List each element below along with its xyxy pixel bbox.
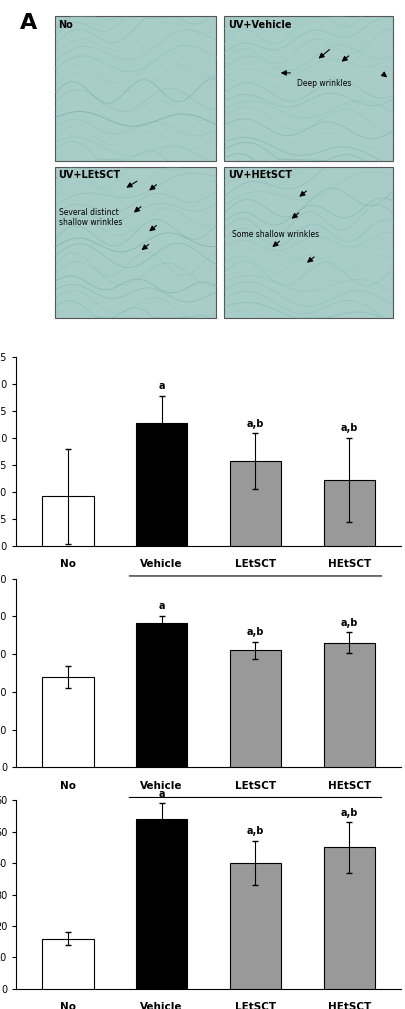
Text: HEtSCT: HEtSCT	[328, 1002, 371, 1009]
Bar	[324, 480, 375, 546]
Text: a,b: a,b	[341, 807, 358, 817]
Text: No: No	[60, 1002, 76, 1009]
Bar	[136, 423, 188, 546]
Text: a,b: a,b	[341, 424, 358, 433]
Text: UV+HEtSCT: UV+HEtSCT	[228, 171, 292, 181]
Bar	[42, 496, 94, 546]
Text: LEtSCT: LEtSCT	[235, 559, 276, 569]
Bar	[42, 938, 94, 989]
Text: LEtSCT: LEtSCT	[235, 781, 276, 790]
Text: Some shallow wrinkles: Some shallow wrinkles	[232, 230, 319, 239]
Text: a,b: a,b	[247, 628, 264, 638]
Bar	[324, 848, 375, 989]
Bar	[55, 167, 216, 318]
Text: A: A	[20, 13, 37, 33]
Text: Vehicle: Vehicle	[141, 781, 183, 790]
Text: a: a	[158, 789, 165, 799]
Text: a,b: a,b	[247, 826, 264, 836]
Bar	[55, 16, 216, 160]
Bar	[136, 623, 188, 767]
Text: No: No	[60, 781, 76, 790]
Text: UV+LEtSCT: UV+LEtSCT	[58, 171, 121, 181]
Text: HEtSCT: HEtSCT	[328, 781, 371, 790]
Text: No: No	[58, 19, 73, 29]
Bar	[230, 461, 281, 546]
Bar	[324, 643, 375, 767]
Bar	[224, 16, 393, 160]
Text: No: No	[60, 559, 76, 569]
Text: Vehicle: Vehicle	[141, 559, 183, 569]
Text: a,b: a,b	[247, 419, 264, 429]
Text: UV: UV	[247, 805, 264, 815]
Text: UV: UV	[247, 583, 264, 593]
Text: Deep wrinkles: Deep wrinkles	[297, 80, 352, 88]
Bar	[136, 819, 188, 989]
Text: Several distinct
shallow wrinkles: Several distinct shallow wrinkles	[58, 208, 122, 227]
Bar	[230, 863, 281, 989]
Bar	[230, 651, 281, 767]
Text: a,b: a,b	[341, 618, 358, 628]
Text: Vehicle: Vehicle	[141, 1002, 183, 1009]
Text: UV+Vehicle: UV+Vehicle	[228, 19, 291, 29]
Text: a: a	[158, 601, 165, 611]
Bar	[224, 167, 393, 318]
Text: HEtSCT: HEtSCT	[328, 559, 371, 569]
Text: a: a	[158, 381, 165, 391]
Bar	[42, 677, 94, 767]
Text: LEtSCT: LEtSCT	[235, 1002, 276, 1009]
